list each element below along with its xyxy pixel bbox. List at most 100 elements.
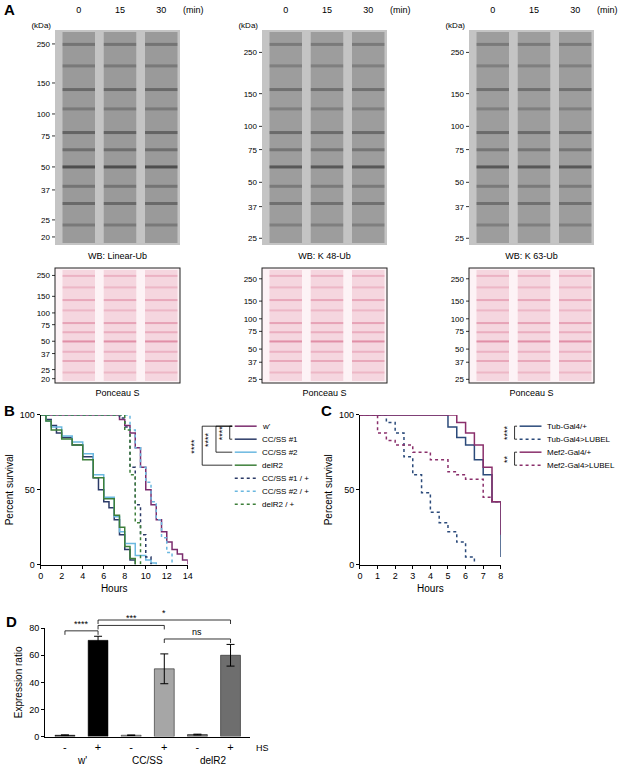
svg-text:CC/SS #2: CC/SS #2 xyxy=(262,448,298,457)
svg-text:100: 100 xyxy=(451,315,465,324)
svg-text:Ponceau S: Ponceau S xyxy=(509,388,553,398)
svg-text:D: D xyxy=(6,613,17,630)
svg-text:Percent survival: Percent survival xyxy=(323,454,334,525)
svg-text:(kDa): (kDa) xyxy=(31,21,51,30)
svg-text:25: 25 xyxy=(455,375,464,384)
svg-text:25: 25 xyxy=(41,366,50,375)
svg-text:250: 250 xyxy=(451,275,465,284)
svg-text:Mef2-Gal4/+: Mef2-Gal4/+ xyxy=(547,448,592,457)
svg-text:12: 12 xyxy=(162,571,172,581)
svg-text:37: 37 xyxy=(455,358,464,367)
svg-text:250: 250 xyxy=(37,271,51,280)
svg-text:Tub-Gal4>LUBEL: Tub-Gal4>LUBEL xyxy=(547,435,611,444)
svg-text:14: 14 xyxy=(183,571,193,581)
svg-text:100: 100 xyxy=(244,122,258,131)
svg-text:Percent survival: Percent survival xyxy=(4,454,15,525)
svg-text:***: *** xyxy=(126,613,137,623)
svg-text:-: - xyxy=(196,741,200,753)
svg-text:B: B xyxy=(4,402,15,419)
svg-text:w': w' xyxy=(77,755,87,766)
svg-text:2: 2 xyxy=(393,571,398,581)
svg-text:2: 2 xyxy=(59,571,64,581)
svg-text:0: 0 xyxy=(349,560,354,570)
svg-text:37: 37 xyxy=(455,203,464,212)
svg-text:6: 6 xyxy=(463,571,468,581)
svg-text:80: 80 xyxy=(29,623,39,633)
svg-text:250: 250 xyxy=(451,48,465,57)
svg-text:100: 100 xyxy=(244,315,258,324)
svg-text:30: 30 xyxy=(156,5,166,15)
svg-text:20: 20 xyxy=(41,233,50,242)
svg-text:40: 40 xyxy=(29,678,39,688)
svg-text:75: 75 xyxy=(455,327,464,336)
svg-text:100: 100 xyxy=(37,309,51,318)
svg-text:100: 100 xyxy=(451,122,465,131)
svg-text:30: 30 xyxy=(570,5,580,15)
svg-text:0: 0 xyxy=(490,5,495,15)
svg-text:A: A xyxy=(4,1,15,18)
svg-text:150: 150 xyxy=(37,79,51,88)
svg-text:37: 37 xyxy=(248,358,257,367)
svg-text:*: * xyxy=(162,608,166,618)
svg-text:5: 5 xyxy=(445,571,450,581)
svg-text:10: 10 xyxy=(141,571,151,581)
svg-text:0: 0 xyxy=(357,571,362,581)
svg-text:250: 250 xyxy=(37,40,51,49)
svg-text:Hours: Hours xyxy=(417,583,444,594)
svg-text:75: 75 xyxy=(248,327,257,336)
svg-text:25: 25 xyxy=(41,216,50,225)
svg-text:37: 37 xyxy=(41,350,50,359)
svg-text:25: 25 xyxy=(455,234,464,243)
svg-text:WB: Linear-Ub: WB: Linear-Ub xyxy=(88,251,147,261)
svg-text:50: 50 xyxy=(41,337,50,346)
svg-text:8: 8 xyxy=(498,571,503,581)
svg-text:Tub-Gal4/+: Tub-Gal4/+ xyxy=(547,422,587,431)
svg-text:0: 0 xyxy=(38,571,43,581)
svg-text:100: 100 xyxy=(339,410,354,420)
svg-text:100: 100 xyxy=(37,110,51,119)
svg-text:+: + xyxy=(95,741,101,753)
svg-text:25: 25 xyxy=(248,375,257,384)
svg-text:delR2 / +: delR2 / + xyxy=(262,500,295,509)
svg-text:20: 20 xyxy=(29,705,39,715)
svg-text:CC/SS: CC/SS xyxy=(132,755,163,766)
svg-text:50: 50 xyxy=(41,163,50,172)
svg-text:25: 25 xyxy=(248,234,257,243)
svg-text:60: 60 xyxy=(29,650,39,660)
svg-text:15: 15 xyxy=(529,5,539,15)
svg-text:****: **** xyxy=(502,425,512,440)
svg-text:50: 50 xyxy=(344,485,354,495)
svg-text:4: 4 xyxy=(80,571,85,581)
svg-text:(min): (min) xyxy=(597,5,618,15)
svg-text:3: 3 xyxy=(410,571,415,581)
svg-text:****: **** xyxy=(217,426,227,441)
svg-text:ns: ns xyxy=(192,627,202,637)
svg-text:150: 150 xyxy=(244,297,258,306)
svg-text:50: 50 xyxy=(248,178,257,187)
svg-text:CC/SS #1: CC/SS #1 xyxy=(262,435,298,444)
svg-text:50: 50 xyxy=(455,345,464,354)
svg-text:w': w' xyxy=(262,422,271,431)
svg-text:250: 250 xyxy=(244,48,258,57)
svg-text:Hours: Hours xyxy=(101,583,128,594)
svg-text:WB: K 48-Ub: WB: K 48-Ub xyxy=(298,251,351,261)
svg-text:**: ** xyxy=(502,455,512,463)
svg-text:(kDa): (kDa) xyxy=(445,21,465,30)
svg-text:0: 0 xyxy=(76,5,81,15)
svg-text:+: + xyxy=(227,741,233,753)
svg-text:HS: HS xyxy=(256,743,269,753)
svg-text:(kDa): (kDa) xyxy=(238,21,258,30)
svg-text:****: **** xyxy=(189,439,199,454)
svg-text:15: 15 xyxy=(322,5,332,15)
svg-text:75: 75 xyxy=(41,321,50,330)
svg-text:(min): (min) xyxy=(183,5,204,15)
svg-text:Ponceau S: Ponceau S xyxy=(95,388,139,398)
svg-text:WB: K 63-Ub: WB: K 63-Ub xyxy=(505,251,558,261)
svg-text:****: **** xyxy=(74,619,89,629)
svg-text:75: 75 xyxy=(455,146,464,155)
svg-text:CC/SS #1 / +: CC/SS #1 / + xyxy=(262,474,309,483)
svg-text:****: **** xyxy=(203,432,213,447)
svg-text:1: 1 xyxy=(375,571,380,581)
svg-text:150: 150 xyxy=(451,297,465,306)
svg-text:Mef2-Gal4>LUBEL: Mef2-Gal4>LUBEL xyxy=(547,461,615,470)
